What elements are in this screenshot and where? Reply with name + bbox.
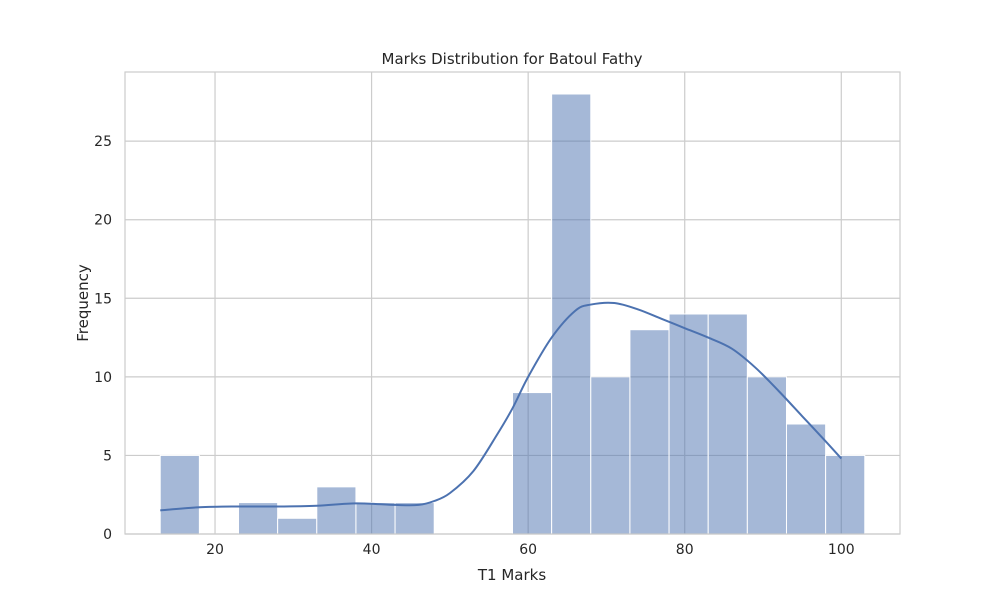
y-tick-label: 25 xyxy=(94,134,112,150)
y-tick-label: 20 xyxy=(94,213,112,229)
histogram-bar xyxy=(512,392,553,535)
histogram-bar xyxy=(668,313,709,535)
x-axis-label: T1 Marks xyxy=(477,566,546,584)
y-tick-label: 10 xyxy=(94,370,112,386)
x-tick-label: 80 xyxy=(676,542,694,558)
histogram-bar xyxy=(746,376,787,535)
x-axis-ticks: 20 40 60 80 100 xyxy=(206,542,855,558)
chart-title: Marks Distribution for Batoul Fathy xyxy=(382,50,643,68)
plot-frame xyxy=(124,71,901,535)
histogram-bar xyxy=(785,423,827,535)
kde-curve-layer xyxy=(160,301,843,512)
histogram-bar xyxy=(316,486,357,535)
x-tick-label: 100 xyxy=(828,542,855,558)
histogram-bar xyxy=(277,517,318,535)
kde-curve xyxy=(160,301,843,512)
histogram-bar xyxy=(159,454,200,535)
histogram-bar xyxy=(707,313,748,535)
y-tick-label: 5 xyxy=(103,448,112,464)
y-axis-ticks: 0 5 10 15 20 25 xyxy=(94,134,112,543)
y-axis-label: Frequency xyxy=(74,264,92,342)
x-tick-label: 60 xyxy=(519,542,537,558)
x-tick-label: 20 xyxy=(206,542,224,558)
histogram-bar xyxy=(394,502,435,535)
histogram-bar xyxy=(825,454,866,535)
x-tick-label: 40 xyxy=(363,542,381,558)
histogram-bar xyxy=(590,376,631,535)
histogram-bar xyxy=(355,502,396,535)
y-tick-label: 0 xyxy=(103,527,112,543)
histogram-bar xyxy=(629,329,670,535)
y-tick-label: 15 xyxy=(94,291,112,307)
